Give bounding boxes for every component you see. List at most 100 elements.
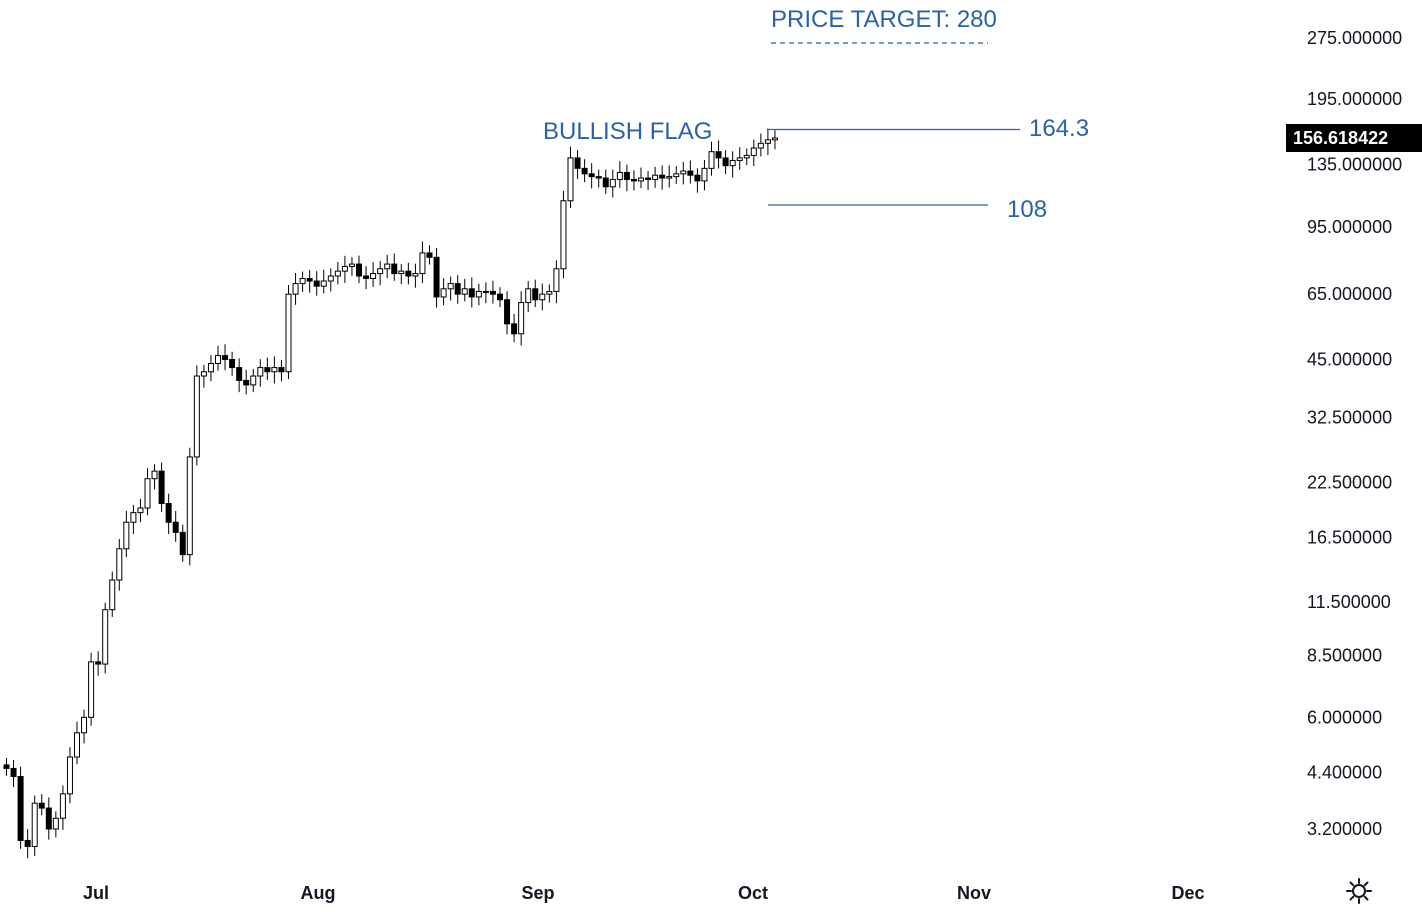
candle-up [327,275,334,282]
candle-up [31,802,38,847]
candle-down [595,176,602,179]
candle-down [264,367,271,373]
x-tick-label: Jul [83,883,109,903]
candle-up [384,263,391,270]
candle-down [645,177,652,180]
candle-down [588,173,595,178]
candle-down [158,470,165,505]
candle [694,168,701,193]
y-tick-label: 32.500000 [1307,407,1392,427]
candle-up [348,263,355,267]
candle-down [468,288,475,298]
candle-down [222,355,229,360]
candle [708,141,715,176]
candle-up [475,290,482,298]
y-tick-label: 4.400000 [1307,762,1382,782]
candle [398,264,405,285]
candle [750,139,757,167]
candle [497,287,503,307]
candle [348,257,355,276]
bullish-flag-label: BULLISH FLAG [543,118,712,145]
candle [370,262,377,287]
candle [623,164,630,192]
candle-series [3,128,778,859]
candle [363,266,370,290]
candle [257,359,264,387]
candle-down [243,379,250,386]
candle-up [292,283,299,295]
candle-up [130,512,137,523]
candle [250,369,257,393]
candle-up [560,200,567,270]
candle-up [250,375,257,386]
candle-up [680,170,687,175]
candle [567,146,574,208]
candle-down [95,661,102,665]
candle-up [151,470,158,480]
candle [356,255,362,284]
candle-down [10,767,17,778]
candle-down [574,157,581,169]
candle [743,148,750,166]
candle-up [764,139,771,144]
candle-up [320,280,327,287]
candle-up [257,367,264,377]
candle [52,811,59,838]
y-tick-label: 8.500000 [1307,645,1382,665]
settings-gear-icon[interactable] [1344,876,1374,906]
candle [454,275,461,304]
candle-down [306,277,313,282]
candle-up [750,147,757,156]
candle [31,795,38,856]
candle [659,165,666,190]
flag-bottom-label: 108 [1007,196,1047,223]
candle-up [102,609,109,665]
candle [88,652,95,726]
candle [236,358,243,393]
candle [144,468,151,516]
pattern-lines [768,42,1020,206]
y-tick-label: 135.000000 [1307,154,1402,174]
candle-up [200,371,207,377]
candle-up [207,362,214,373]
candle-down [24,839,31,847]
candle-up [88,661,95,718]
candle [165,493,172,534]
candle [532,279,539,307]
candle [278,359,285,382]
candle [701,159,708,191]
candle [243,369,250,395]
candle-up [673,173,680,178]
candle [433,248,440,308]
candle [313,271,320,296]
candle [229,351,236,376]
time-axis[interactable]: Jul Aug Sep Oct Nov Dec [83,883,1205,903]
candle [271,356,278,384]
candle-up [461,288,468,295]
candle [334,261,341,285]
price-axis[interactable]: 275.000000 195.000000 135.000000 95.000000 6… [1286,28,1422,839]
candle [10,760,17,788]
candle [419,241,426,284]
candle [645,171,652,191]
candle [666,165,673,188]
candle-down [623,171,630,180]
candle [652,166,659,188]
candle [546,284,553,303]
candle [405,262,412,285]
candle-down [179,531,186,556]
candle [306,270,313,293]
candle [59,785,66,830]
candle-down [278,367,285,373]
candle [616,161,623,188]
candle [504,291,511,335]
candle-up [215,355,221,364]
candle [391,253,398,281]
candle-up [193,375,200,458]
candle [715,140,722,169]
y-tick-label: 6.000000 [1307,707,1382,727]
candle-up [271,367,278,373]
candle [17,766,24,849]
